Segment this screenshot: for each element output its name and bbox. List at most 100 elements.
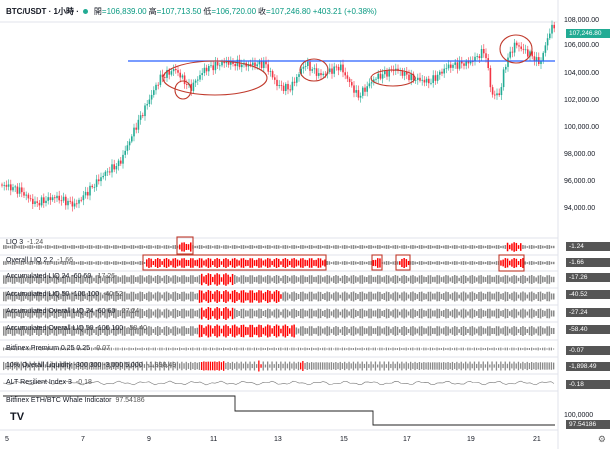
histogram-bar [379,291,381,302]
histogram-bar [445,245,447,249]
premium-bar [207,348,209,350]
histogram-bar [394,291,397,302]
histogram-bar [297,311,300,316]
histogram-bar [330,246,333,248]
histogram-bar [216,307,218,320]
histogram-bar [229,328,232,334]
histogram-bar [60,245,62,249]
symbol-label[interactable]: BTC/USDT · 1小時 · [6,6,79,16]
histogram-bar [73,275,75,284]
gear-icon[interactable]: ⚙ [597,434,606,444]
liquidity-bar [491,361,493,371]
histogram-bar [216,273,218,286]
liquidity-bar [531,361,533,371]
histogram-bar [392,292,394,301]
histogram-bar [247,260,249,266]
liquidity-bar [297,361,300,371]
candle-body [298,74,300,77]
histogram-bar [3,245,5,249]
candle-body [120,160,122,164]
histogram-bar [194,293,196,300]
histogram-bar [337,326,339,336]
candle-body [483,49,485,54]
histogram-bar [174,245,177,249]
candle-body [82,195,85,201]
histogram-bar [465,327,467,335]
histogram-bar [352,275,355,284]
candle-body [104,171,107,176]
premium-bar [460,347,462,351]
histogram-bar [31,309,34,318]
histogram-bar [317,258,320,268]
histogram-bar [192,291,194,302]
histogram-bar [49,327,51,335]
histogram-bar [390,246,392,248]
histogram-bar [82,326,84,336]
histogram-bar [550,310,553,317]
candle-body [93,186,96,188]
histogram-bar [421,275,423,284]
candle-body [522,48,525,50]
histogram-bar [55,275,58,284]
candle-body [62,196,65,201]
premium-bar [434,348,436,350]
histogram-bar [350,275,353,284]
premium-bar [234,347,236,351]
histogram-bar [231,290,234,303]
histogram-bar [319,326,322,336]
histogram-bar [487,275,489,284]
premium-bar [390,348,392,350]
price-tick: 96,000.00 [564,178,596,185]
premium-bar [205,347,207,351]
histogram-bar [88,326,91,336]
liquidity-bar [234,363,236,369]
histogram-bar [38,291,40,302]
histogram-bar [333,245,335,249]
histogram-bar [146,292,148,301]
histogram-bar [484,261,487,265]
premium-bar [537,347,539,351]
premium-bar [214,348,216,350]
liquidity-bar [291,363,293,369]
histogram-bar [139,261,141,265]
histogram-bar [77,245,80,249]
histogram-bar [368,326,370,336]
premium-bar [414,348,416,350]
histogram-bar [396,261,399,265]
candle-body [489,67,492,88]
histogram-bar [253,260,256,266]
histogram-bar [73,291,75,302]
histogram-bar [143,246,146,248]
histogram-bar [245,245,247,249]
pane-label-acc-overall-24: Accumulated Overall LIQ 24 -60 60 -27.24 [6,308,140,315]
liquidity-bar [348,361,350,371]
premium-bar [174,347,176,351]
liquidity-bar [49,364,51,368]
histogram-bar [427,245,430,249]
premium-bar [381,347,383,351]
liquidity-bar [451,361,454,371]
premium-bar [18,348,20,350]
histogram-bar [280,246,282,248]
liquidity-bar [236,361,238,371]
histogram-bar [27,327,29,335]
histogram-bar [113,245,115,249]
premium-bar [40,347,42,351]
histogram-bar [179,260,181,266]
histogram-bar [370,326,372,336]
histogram-bar [500,277,502,282]
histogram-bar [121,245,124,249]
histogram-bar [498,245,500,249]
histogram-bar [346,245,348,249]
histogram-bar [223,245,225,249]
histogram-bar [418,275,421,284]
x-tick: 15 [340,436,348,443]
histogram-bar [366,293,368,300]
liquidity-bar [201,362,203,370]
candle-body [450,64,452,68]
histogram-bar [75,245,78,249]
histogram-bar [86,245,89,249]
histogram-bar [302,258,304,268]
histogram-bar [374,259,377,267]
